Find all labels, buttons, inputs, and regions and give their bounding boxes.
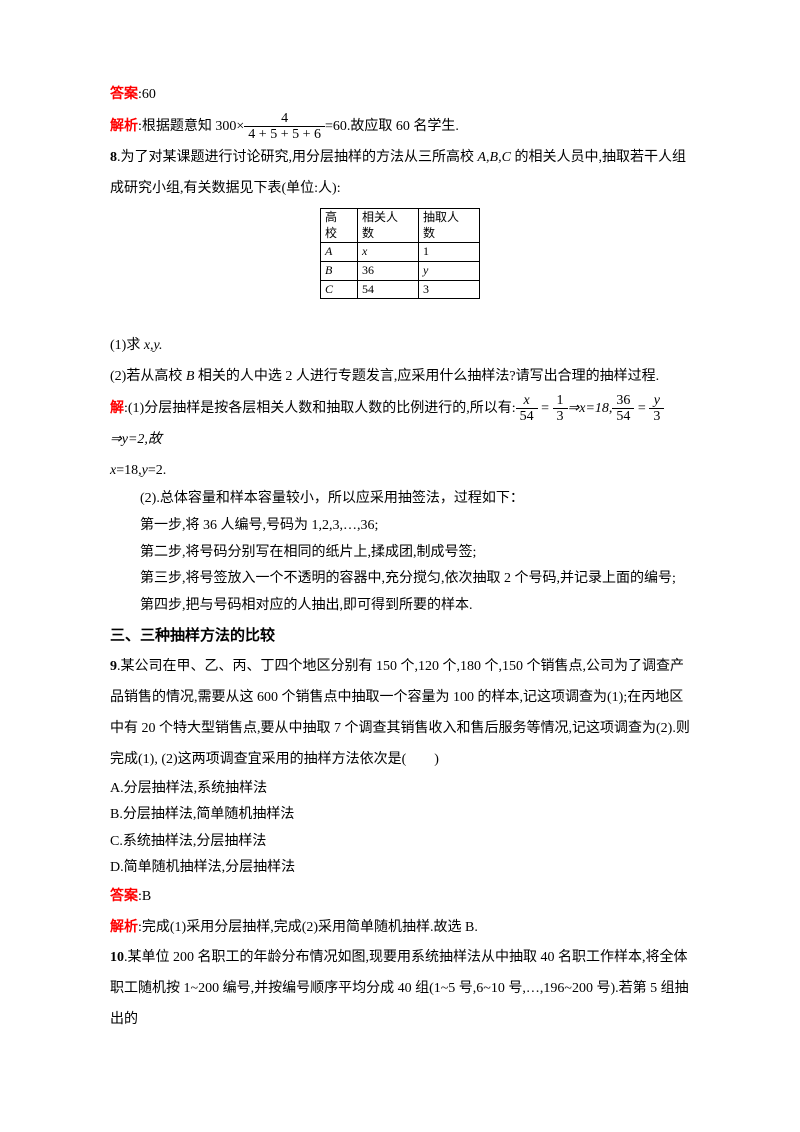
q8-abc: A,B,C [474,150,514,165]
solution-line1b: x=18,y=2. [110,456,690,487]
text: =2. [148,463,166,478]
explain-label: 解析 [110,119,138,134]
answer-7: 答案:60 [110,80,690,111]
cell: x [358,243,419,262]
question-10: 10.某单位 200 名职工的年龄分布情况如图,现要用系统抽样法从中抽取 40 … [110,943,690,1035]
table-header-row: 高校 相关人数 抽取人数 [321,209,480,243]
var-b: B [182,369,198,384]
q9-option-a: A.分层抽样法,系统抽样法 [110,776,690,803]
question-8: 8.为了对某课题进行讨论研究,用分层抽样的方法从三所高校 A,B,C 的相关人员… [110,143,690,205]
q9-body: .某公司在甲、乙、丙、丁四个地区分别有 150 个,120 个,180 个,15… [110,659,690,766]
question-9: 9.某公司在甲、乙、丙、丁四个地区分别有 150 个,120 个,180 个,1… [110,652,690,775]
fraction: 44 + 5 + 5 + 6 [244,111,325,143]
th-sample: 抽取人数 [419,209,480,243]
arrow: ⇒x=18, [568,401,613,416]
q9-option-d: D.简单随机抽样法,分层抽样法 [110,855,690,882]
th-related: 相关人数 [358,209,419,243]
q9-option-b: B.分层抽样法,简单随机抽样法 [110,802,690,829]
arrow: ⇒y=2,故 [110,432,162,447]
answer-9: 答案:B [110,882,690,913]
cell: C [321,280,358,299]
fraction: 3654 [612,393,634,425]
table-row: B 36 y [321,262,480,281]
explain-label: 解析 [110,920,138,935]
q8-sub1: (1)求 x,y. [110,331,690,362]
cell: 1 [419,243,480,262]
data-table: 高校 相关人数 抽取人数 A x 1 B 36 y C 54 3 [320,208,480,299]
cell: y [419,262,480,281]
explain-7: 解析:根据题意知 300×44 + 5 + 5 + 6=60.故应取 60 名学… [110,111,690,143]
fraction: y3 [649,393,664,425]
sol-line2: (2).总体容量和样本容量较小，所以应采用抽签法，过程如下： [110,486,690,513]
cell: 3 [419,280,480,299]
q10-number: 10 [110,950,124,965]
q8-sub2: (2)若从高校 B 相关的人中选 2 人进行专题发言,应采用什么抽样法?请写出合… [110,362,690,393]
frac-den: 4 + 5 + 5 + 6 [244,127,325,142]
section-heading-3: 三、三种抽样方法的比较 [110,619,690,652]
answer-value: :60 [138,87,156,102]
explain-text-before: :根据题意知 300× [138,119,244,134]
text: (2)若从高校 [110,369,182,384]
fraction: 13 [553,393,568,425]
q10-body: .某单位 200 名职工的年龄分布情况如图,现要用系统抽样法从中抽取 40 名职… [110,950,689,1027]
answer-label: 答案 [110,87,138,102]
fraction: x54 [516,393,538,425]
q8-number: 8 [110,150,117,165]
text: =18, [116,463,141,478]
sol-step2: 第二步,将号码分别写在相同的纸片上,揉成团,制成号签; [110,540,690,567]
table-row: C 54 3 [321,280,480,299]
vars: x,y. [144,338,163,353]
q8-text-1: .为了对某课题进行讨论研究,用分层抽样的方法从三所高校 [117,150,474,165]
eq: = [634,401,649,416]
q9-option-c: C.系统抽样法,分层抽样法 [110,829,690,856]
cell: A [321,243,358,262]
solution-line1: 解:(1)分层抽样是按各层相关人数和抽取人数的比例进行的,所以有:x54 = 1… [110,393,690,456]
sol-text: :(1)分层抽样是按各层相关人数和抽取人数的比例进行的,所以有: [124,401,516,416]
q9-number: 9 [110,659,117,674]
text: (1)求 [110,338,144,353]
table-row: A x 1 [321,243,480,262]
answer-label: 答案 [110,889,138,904]
cell: 54 [358,280,419,299]
th-school: 高校 [321,209,358,243]
explain-text: :完成(1)采用分层抽样,完成(2)采用简单随机抽样.故选 B. [138,920,478,935]
answer-value: :B [138,889,151,904]
frac-num: 4 [244,111,325,127]
sol-step4: 第四步,把与号码相对应的人抽出,即可得到所要的样本. [110,593,690,620]
explain-9: 解析:完成(1)采用分层抽样,完成(2)采用简单随机抽样.故选 B. [110,913,690,944]
explain-text-after: =60.故应取 60 名学生. [325,119,459,134]
sol-label: 解 [110,401,124,416]
cell: B [321,262,358,281]
sol-step3: 第三步,将号签放入一个不透明的容器中,充分搅匀,依次抽取 2 个号码,并记录上面… [110,566,690,593]
sol-step1: 第一步,将 36 人编号,号码为 1,2,3,…,36; [110,513,690,540]
eq: = [538,401,553,416]
text: 相关的人中选 2 人进行专题发言,应采用什么抽样法?请写出合理的抽样过程. [198,369,659,384]
cell: 36 [358,262,419,281]
spacer [110,303,690,331]
